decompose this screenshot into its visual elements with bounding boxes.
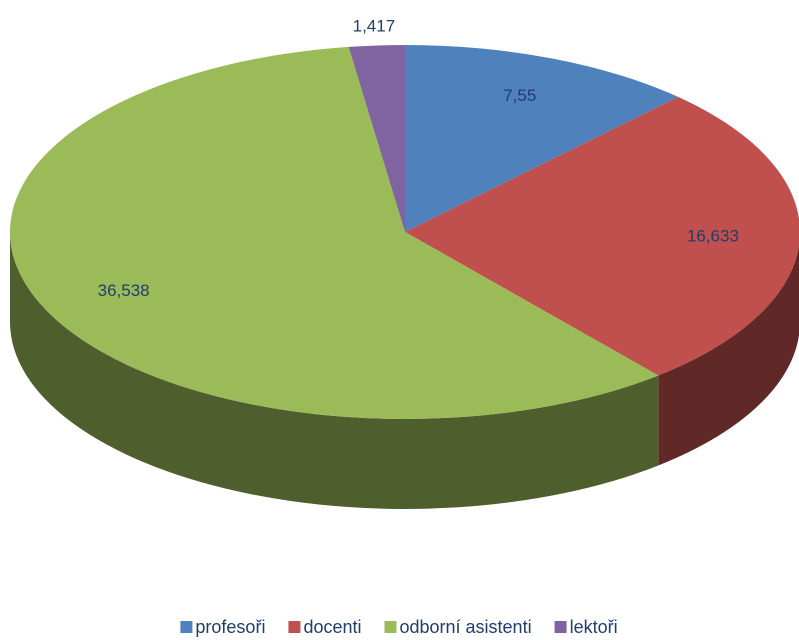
- pie-slice: [10, 46, 659, 419]
- pie-side: [10, 232, 659, 510]
- legend-label: profesoři: [195, 617, 265, 637]
- legend-swatch: [384, 621, 397, 633]
- pie-slice: [348, 45, 405, 232]
- legend-swatch: [554, 621, 567, 633]
- legend-label: odborní asistenti: [399, 617, 531, 637]
- value-label: 7,55: [503, 86, 536, 105]
- value-label: 36,538: [98, 281, 150, 300]
- legend-swatch: [180, 621, 193, 633]
- value-label: 1,417: [353, 16, 396, 35]
- pie-slice: [405, 96, 799, 376]
- legend-swatch: [288, 621, 301, 633]
- value-label: 16,633: [687, 226, 739, 245]
- pie-side: [658, 244, 799, 466]
- pie-slice: [405, 45, 679, 232]
- legend-label: lektoři: [570, 617, 618, 637]
- legend-label: docenti: [303, 617, 361, 637]
